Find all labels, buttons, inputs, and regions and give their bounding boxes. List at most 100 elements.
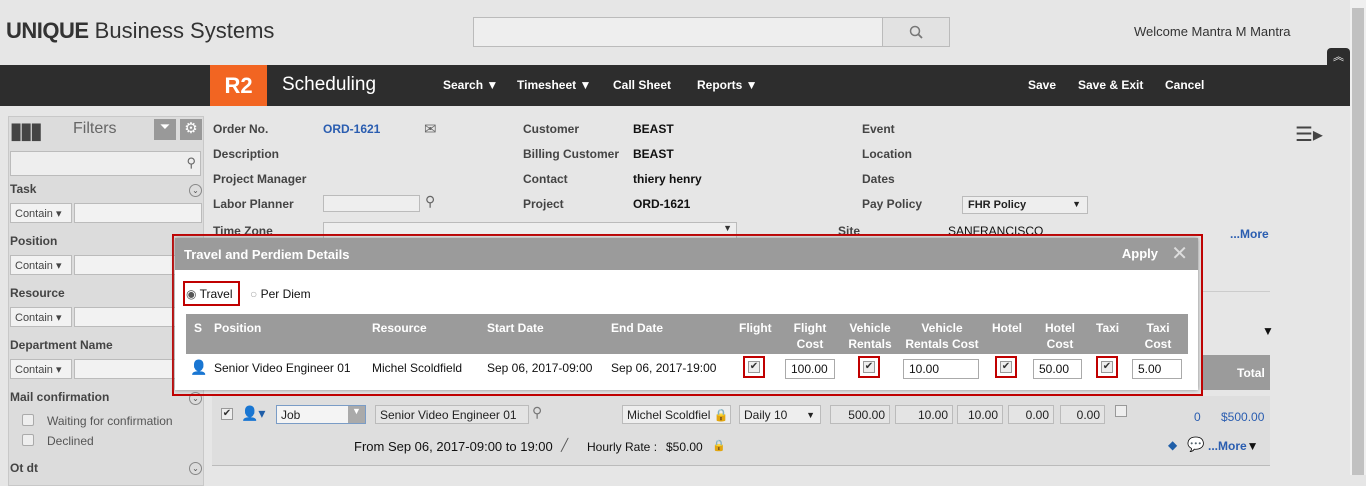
lock-icon[interactable]: 🔒 bbox=[712, 440, 726, 452]
waiting-checkbox[interactable] bbox=[22, 414, 34, 426]
col-end-date: End Date bbox=[611, 321, 664, 335]
filters-title: Filters bbox=[73, 120, 117, 137]
contact-value: thiery henry bbox=[633, 172, 702, 186]
modal-header: Travel and Perdiem Details Apply ✕ bbox=[175, 238, 1198, 270]
declined-label: Declined bbox=[47, 434, 94, 448]
clear-filter-icon[interactable]: ⏷ bbox=[154, 119, 176, 140]
timeline-text: From Sep 06, 2017-09:00 to 19:00 bbox=[354, 439, 553, 454]
tag-icon[interactable]: ◆ bbox=[1168, 438, 1178, 452]
project-value: ORD-1621 bbox=[633, 197, 691, 211]
columns-icon[interactable]: ▮▮▮ bbox=[10, 118, 42, 143]
search-icon[interactable]: ⚲ bbox=[532, 404, 543, 420]
order-no-label: Order No. bbox=[213, 122, 269, 136]
edit-icon[interactable]: ╱ bbox=[561, 438, 569, 452]
comment-icon[interactable]: 💬 bbox=[1187, 436, 1205, 452]
nav-timesheet[interactable]: Timesheet ▼ bbox=[517, 78, 592, 92]
grid-header bbox=[1203, 355, 1270, 390]
rate-value[interactable]: 10.00 bbox=[895, 405, 953, 424]
resource-input[interactable]: Michel Scoldfiel 🔒 bbox=[622, 405, 731, 424]
save-exit-button[interactable]: Save & Exit bbox=[1078, 78, 1144, 92]
expand-icon[interactable]: ⌄ bbox=[189, 392, 202, 405]
row-option-checkbox[interactable] bbox=[1115, 405, 1127, 417]
search-button[interactable] bbox=[882, 18, 949, 46]
apply-button[interactable]: Apply bbox=[1121, 246, 1158, 261]
nav-call-sheet[interactable]: Call Sheet bbox=[613, 78, 672, 92]
filter-department-label: Department Name bbox=[10, 338, 113, 352]
vehicle-cost-input[interactable]: 10.00 bbox=[903, 359, 979, 379]
total-header: Total bbox=[1237, 366, 1265, 380]
declined-checkbox[interactable] bbox=[22, 434, 34, 446]
billing-customer-label: Billing Customer bbox=[523, 147, 620, 161]
sort-down-icon[interactable]: ▼ bbox=[1262, 324, 1274, 338]
project-manager-label: Project Manager bbox=[213, 172, 307, 186]
side-menu-icon[interactable]: ☰▸ bbox=[1295, 124, 1323, 146]
perdiem-radio[interactable]: ○ Per Diem bbox=[250, 287, 311, 301]
search-icon bbox=[909, 25, 923, 39]
filter-position-label: Position bbox=[10, 234, 58, 248]
hotel-checkbox[interactable]: ✔ bbox=[1000, 361, 1012, 373]
task-filter-input[interactable] bbox=[74, 203, 202, 223]
rate-value[interactable]: 0.00 bbox=[1060, 405, 1105, 424]
taxi-checkbox[interactable]: ✔ bbox=[1101, 361, 1113, 373]
modal-table-header bbox=[186, 314, 1188, 354]
row-end-date: Sep 06, 2017-19:00 bbox=[611, 361, 717, 375]
user-icon[interactable]: 👤▾ bbox=[241, 405, 266, 421]
filters-panel bbox=[8, 116, 204, 486]
travel-radio-highlight bbox=[183, 281, 240, 306]
rate-value[interactable]: 500.00 bbox=[830, 405, 890, 424]
divider bbox=[1203, 291, 1270, 292]
modal-highlight bbox=[172, 234, 1203, 396]
nav-search[interactable]: Search ▼ bbox=[443, 78, 499, 92]
department-op-select[interactable]: Contain ▾ bbox=[10, 359, 72, 379]
count-link[interactable]: 0 bbox=[1194, 410, 1201, 424]
hotel-cost-input[interactable]: 50.00 bbox=[1033, 359, 1082, 379]
filter-search-input[interactable]: ⚲ bbox=[10, 151, 201, 176]
order-no-link[interactable]: ORD-1621 bbox=[323, 122, 381, 136]
col-vehicle-rentals: Vehicle Rentals bbox=[848, 321, 892, 351]
mail-cancel-icon[interactable]: ✉ bbox=[424, 121, 437, 138]
col-flight: Flight bbox=[739, 321, 772, 335]
amount-link[interactable]: $500.00 bbox=[1221, 410, 1265, 424]
save-button[interactable]: Save bbox=[1028, 78, 1057, 92]
project-label: Project bbox=[523, 197, 564, 211]
col-hotel: Hotel bbox=[992, 321, 1022, 335]
nav-reports[interactable]: Reports ▼ bbox=[697, 78, 758, 92]
row-position: Senior Video Engineer 01 bbox=[214, 361, 351, 375]
labor-planner-input[interactable] bbox=[323, 195, 420, 212]
app-badge: R2 bbox=[210, 65, 267, 106]
expand-icon[interactable]: ⌄ bbox=[189, 184, 202, 197]
row-more-link[interactable]: ...More▼ bbox=[1208, 439, 1259, 453]
close-icon[interactable]: ✕ bbox=[1171, 243, 1188, 265]
rate-value[interactable]: 10.00 bbox=[957, 405, 1003, 424]
search-icon: ⚲ bbox=[186, 155, 196, 170]
position-op-select[interactable]: Contain ▾ bbox=[10, 255, 72, 275]
pay-policy-select[interactable]: FHR Policy ▼ bbox=[962, 196, 1088, 214]
vehicle-checkbox-highlight: ✔ bbox=[858, 356, 880, 378]
vehicle-checkbox[interactable]: ✔ bbox=[863, 361, 875, 373]
expand-icon[interactable]: ⌄ bbox=[189, 462, 202, 475]
pay-policy-label: Pay Policy bbox=[862, 197, 923, 211]
gear-icon[interactable]: ⚙ bbox=[180, 119, 202, 140]
flight-cost-input[interactable]: 100.00 bbox=[785, 359, 835, 379]
job-type-select[interactable]: Job ▼ bbox=[276, 405, 366, 424]
position-input[interactable]: Senior Video Engineer 01 bbox=[375, 405, 529, 424]
filter-otdt-label: Ot dt bbox=[10, 461, 38, 475]
flight-checkbox[interactable]: ✔ bbox=[748, 361, 760, 373]
description-label: Description bbox=[213, 147, 280, 161]
hourly-rate-label: Hourly Rate : bbox=[587, 440, 658, 454]
col-vehicle-rentals-cost: Vehicle Rentals Cost bbox=[905, 321, 979, 351]
scrollbar[interactable] bbox=[1350, 0, 1366, 475]
collapse-header-icon[interactable]: ︽ bbox=[1327, 48, 1350, 65]
search-icon[interactable]: ⚲ bbox=[425, 193, 436, 209]
row-resource: Michel Scoldfield bbox=[372, 361, 463, 375]
more-link[interactable]: ...More bbox=[1230, 227, 1269, 241]
row-checkbox[interactable]: ✔ bbox=[221, 408, 233, 420]
taxi-cost-input[interactable]: 5.00 bbox=[1132, 359, 1182, 379]
rate-value[interactable]: 0.00 bbox=[1008, 405, 1054, 424]
rate-type-select[interactable]: Daily 10 ▼ bbox=[739, 405, 821, 424]
global-search[interactable] bbox=[473, 17, 950, 47]
travel-radio[interactable]: ◉ Travel bbox=[186, 287, 233, 301]
task-op-select[interactable]: Contain ▾ bbox=[10, 203, 72, 223]
resource-op-select[interactable]: Contain ▾ bbox=[10, 307, 72, 327]
cancel-button[interactable]: Cancel bbox=[1165, 78, 1205, 92]
